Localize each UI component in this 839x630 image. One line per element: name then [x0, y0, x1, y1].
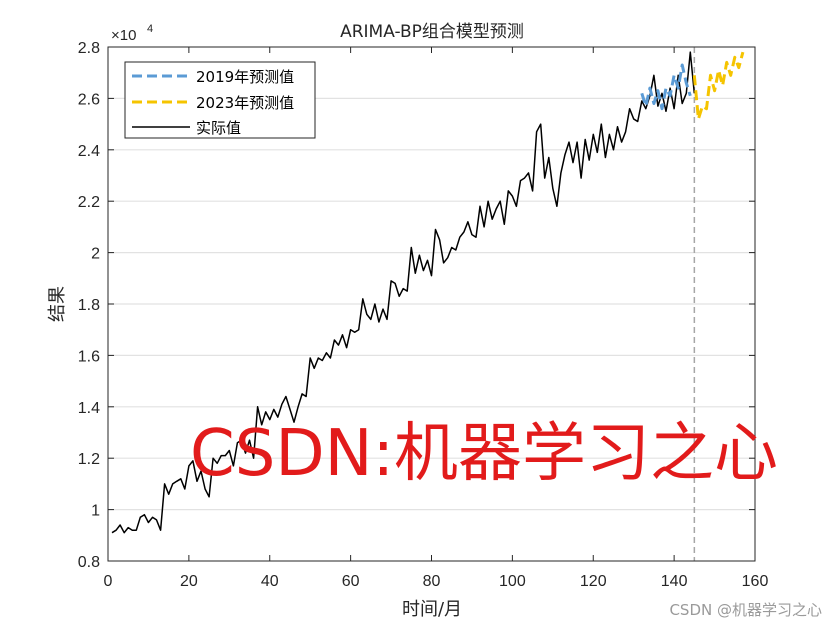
y-axis-title: 结果: [47, 286, 68, 322]
series-line-1: [692, 51, 745, 121]
y-axis-ticks: 0.8 1 1.2 1.4 1.6 1.8 2 2.2 2.4 2.6 2.8: [78, 40, 755, 571]
y-tick-label: 1.4: [78, 400, 100, 417]
x-tick-label: 160: [742, 573, 769, 590]
watermark-text: CSDN:机器学习之心: [190, 417, 778, 491]
y-tick-label: 2.4: [78, 143, 100, 160]
y-tick-label: 1: [91, 503, 100, 520]
y-tick-label: 0.8: [78, 554, 100, 571]
x-tick-label: 140: [661, 573, 688, 590]
series-layer: [111, 51, 745, 534]
x-axis-ticks: 0 20 40 60 80 100 120 140 160: [104, 47, 769, 590]
series-line-0: [640, 63, 692, 111]
x-tick-label: 100: [499, 573, 526, 590]
x-tick-label: 60: [342, 573, 360, 590]
y-multiplier-label: ×10: [111, 27, 136, 44]
y-tick-label: 1.2: [78, 451, 100, 468]
x-tick-label: 20: [180, 573, 198, 590]
chart-title: ARIMA-BP组合模型预测: [340, 22, 524, 42]
x-tick-label: 120: [580, 573, 607, 590]
legend-label-actual: 实际值: [196, 119, 241, 137]
y-tick-label: 1.8: [78, 297, 100, 314]
legend-label-2023: 2023年预测值: [196, 94, 294, 112]
legend: 2019年预测值 2023年预测值 实际值: [124, 61, 316, 139]
x-tick-label: 80: [423, 573, 441, 590]
grid-lines: [108, 97, 755, 511]
series-line-2: [111, 51, 696, 534]
y-tick-label: 2: [91, 246, 100, 263]
y-tick-label: 2.2: [78, 194, 100, 211]
y-tick-label: 2.6: [78, 91, 100, 108]
x-tick-label: 40: [261, 573, 279, 590]
x-tick-label: 0: [104, 573, 113, 590]
y-tick-label: 2.8: [78, 40, 100, 57]
legend-label-2019: 2019年预测值: [196, 68, 294, 86]
x-axis-title: 时间/月: [402, 599, 462, 620]
y-tick-label: 1.6: [78, 348, 100, 365]
y-multiplier-exponent: 4: [147, 23, 153, 35]
footer-watermark: CSDN @机器学习之心: [669, 601, 822, 619]
